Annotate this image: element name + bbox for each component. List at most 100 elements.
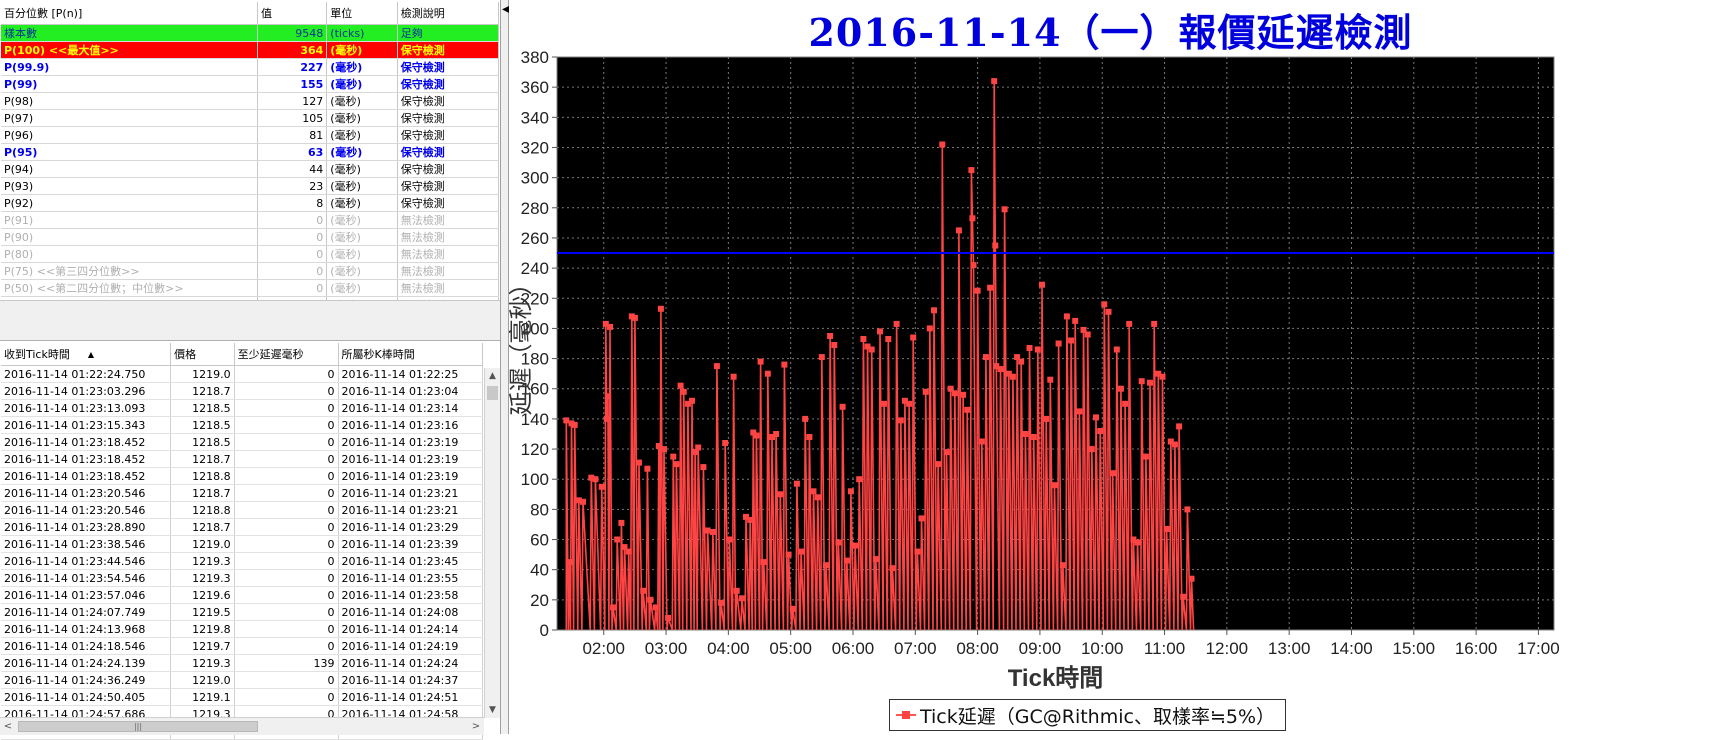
- tick-column-header[interactable]: 價格: [170, 343, 235, 366]
- percentile-row[interactable]: P(96) 81 (毫秒) 保守檢測: [1, 126, 500, 144]
- tick-received-time: 2016-11-14 01:23:28.890: [1, 518, 172, 536]
- series-point: [1122, 400, 1129, 407]
- percentile-row[interactable]: P(50) <<第二四分位數；中位數>> 0 (毫秒) 無法檢測: [1, 279, 500, 297]
- series-point: [802, 415, 809, 422]
- scroll-up-icon[interactable]: ▲: [489, 371, 496, 381]
- series-point: [1093, 414, 1099, 421]
- series-point: [806, 434, 813, 440]
- percentile-column-header[interactable]: 百分位數 [P(n)]: [1, 2, 258, 25]
- tick-row[interactable]: 2016-11-14 01:24:50.405 1219.1 0 2016-11-14…: [1, 688, 484, 706]
- x-tick-label: 11:00: [1144, 639, 1185, 658]
- tick-row[interactable]: 2016-11-14 01:24:36.249 1219.0 0 2016-11-14…: [1, 671, 484, 689]
- series-point: [713, 363, 720, 370]
- series-point: [692, 449, 699, 456]
- series-point: [598, 483, 605, 490]
- y-tick-label: 280: [521, 199, 549, 218]
- tick-row[interactable]: 2016-11-14 01:23:18.452 1218.7 0 2016-11-14…: [1, 450, 484, 468]
- series-point: [1126, 320, 1133, 327]
- tick-min-delay: 0: [234, 637, 339, 655]
- tick-row[interactable]: 2016-11-14 01:23:15.343 1218.5 0 2016-11-14…: [1, 416, 484, 434]
- percentile-row[interactable]: P(97) 105 (毫秒) 保守檢測: [1, 109, 500, 127]
- percentile-value: 227: [257, 58, 328, 76]
- percentile-desc: 保守檢測: [397, 58, 500, 76]
- tick-bar-time: 2016-11-14 01:23:45: [338, 552, 484, 570]
- percentile-row[interactable]: P(99) 155 (毫秒) 保守檢測: [1, 75, 500, 93]
- scroll-right-icon[interactable]: >: [471, 721, 481, 732]
- sort-ascending-icon[interactable]: ▲: [87, 349, 95, 359]
- percentile-label: P(98): [1, 92, 258, 110]
- tick-min-delay: 0: [234, 518, 339, 536]
- pane-splitter[interactable]: ◀: [500, 0, 510, 734]
- percentile-row[interactable]: P(80) 0 (毫秒) 無法檢測: [1, 245, 500, 263]
- tick-row[interactable]: 2016-11-14 01:23:18.452 1218.5 0 2016-11-14…: [1, 433, 484, 451]
- tick-row[interactable]: 2016-11-14 01:23:54.546 1219.3 0 2016-11-14…: [1, 569, 484, 587]
- percentile-row[interactable]: P(95) 63 (毫秒) 保守檢測: [1, 143, 500, 161]
- percentile-row[interactable]: P(93) 23 (毫秒) 保守檢測: [1, 177, 500, 195]
- y-tick-label: 380: [521, 48, 549, 67]
- tick-column-header[interactable]: 至少延遲毫秒: [234, 343, 339, 366]
- tick-row[interactable]: 2016-11-14 01:23:38.546 1219.0 0 2016-11-14…: [1, 535, 484, 553]
- scroll-left-icon[interactable]: <: [3, 721, 13, 732]
- series-point: [969, 215, 976, 222]
- tick-bar-time: 2016-11-14 01:23:19: [338, 450, 484, 468]
- series-point: [777, 491, 784, 498]
- percentile-row[interactable]: P(94) 44 (毫秒) 保守檢測: [1, 160, 500, 178]
- y-axis-label: 延遲（毫秒）: [509, 272, 535, 416]
- tick-row[interactable]: 2016-11-14 01:23:13.093 1218.5 0 2016-11-14…: [1, 399, 484, 417]
- chart-legend: Tick延遲（GC@Rithmic、取樣率≒5%）: [889, 699, 1287, 731]
- percentile-row[interactable]: 樣本數 9548 (ticks) 足夠: [1, 24, 500, 42]
- x-tick-label: 13:00: [1268, 639, 1311, 658]
- horizontal-scrollbar[interactable]: < ||| >: [0, 717, 484, 735]
- percentile-label: P(96): [1, 126, 258, 144]
- percentile-row[interactable]: P(91) 0 (毫秒) 無法檢測: [1, 211, 500, 229]
- horizontal-scroll-thumb[interactable]: |||: [18, 721, 258, 732]
- tick-row[interactable]: 2016-11-14 01:23:18.452 1218.8 0 2016-11-14…: [1, 467, 484, 485]
- vertical-scroll-thumb[interactable]: [487, 386, 498, 400]
- percentile-header-row: 百分位數 [P(n)] 值單位 檢測說明: [1, 2, 500, 25]
- scroll-down-icon[interactable]: ▼: [489, 705, 496, 715]
- percentile-column-header[interactable]: 值: [257, 2, 328, 25]
- series-point: [1030, 434, 1037, 440]
- collapse-left-icon[interactable]: ◀: [502, 4, 510, 15]
- percentile-row[interactable]: P(99.9) 227 (毫秒) 保守檢測: [1, 58, 500, 76]
- tick-price: 1219.6: [170, 586, 235, 604]
- tick-row[interactable]: 2016-11-14 01:24:07.749 1219.5 0 2016-11-14…: [1, 603, 484, 621]
- tick-min-delay: 0: [234, 552, 339, 570]
- percentile-desc: 保守檢測: [397, 92, 500, 110]
- tick-column-header[interactable]: 收到Tick時間 ▲: [1, 343, 172, 366]
- percentile-desc: 無法檢測: [397, 245, 500, 263]
- tick-row[interactable]: 2016-11-14 01:24:18.546 1219.7 0 2016-11-14…: [1, 637, 484, 655]
- percentile-value: 63: [257, 143, 328, 161]
- x-tick-label: 05:00: [769, 639, 812, 658]
- series-point: [823, 562, 829, 569]
- tick-bar-time: 2016-11-14 01:24:24: [338, 654, 484, 672]
- tick-row[interactable]: 2016-11-14 01:24:24.139 1219.3 139 2016-11-…: [1, 654, 484, 672]
- percentile-column-header[interactable]: 單位: [326, 2, 398, 25]
- tick-row[interactable]: 2016-11-14 01:23:03.296 1218.7 0 2016-11-14…: [1, 382, 484, 400]
- series-point: [793, 480, 800, 487]
- tick-bar-time: 2016-11-14 01:23:16: [338, 416, 484, 434]
- percentile-value: 23: [257, 177, 328, 195]
- percentile-row[interactable]: P(98) 127 (毫秒) 保守檢測: [1, 92, 500, 110]
- y-tick-label: 240: [521, 259, 549, 278]
- series-point: [1176, 423, 1183, 430]
- percentile-row[interactable]: P(75) <<第三四分位數>> 0 (毫秒) 無法檢測: [1, 262, 500, 280]
- percentile-row[interactable]: P(92) 8 (毫秒) 保守檢測: [1, 194, 500, 212]
- x-tick-label: 17:00: [1517, 639, 1560, 658]
- tick-price: 1219.0: [170, 671, 235, 689]
- tick-min-delay: 0: [234, 416, 339, 434]
- tick-row[interactable]: 2016-11-14 01:23:20.546 1218.8 0 2016-11-14…: [1, 501, 484, 519]
- series-point: [827, 333, 834, 339]
- tick-row[interactable]: 2016-11-14 01:23:44.546 1219.3 0 2016-11-14…: [1, 552, 484, 570]
- series-point: [931, 307, 937, 314]
- vertical-scrollbar[interactable]: ▲ ▼: [484, 368, 500, 718]
- tick-row[interactable]: 2016-11-14 01:23:20.546 1218.7 0 2016-11-14…: [1, 484, 484, 502]
- tick-column-header[interactable]: 所屬秒K棒時間: [338, 343, 484, 366]
- percentile-row[interactable]: P(100) <<最大值>> 364 (毫秒) 保守檢測: [1, 41, 500, 59]
- percentile-row[interactable]: P(90) 0 (毫秒) 無法檢測: [1, 228, 500, 246]
- tick-row[interactable]: 2016-11-14 01:23:57.046 1219.6 0 2016-11-14…: [1, 586, 484, 604]
- tick-row[interactable]: 2016-11-14 01:23:28.890 1218.7 0 2016-11-14…: [1, 518, 484, 536]
- tick-row[interactable]: 2016-11-14 01:22:24.750 1219.0 0 2016-11-14…: [1, 365, 484, 383]
- percentile-column-header[interactable]: 檢測說明: [397, 2, 500, 25]
- tick-row[interactable]: 2016-11-14 01:24:13.968 1219.8 0 2016-11-14…: [1, 620, 484, 638]
